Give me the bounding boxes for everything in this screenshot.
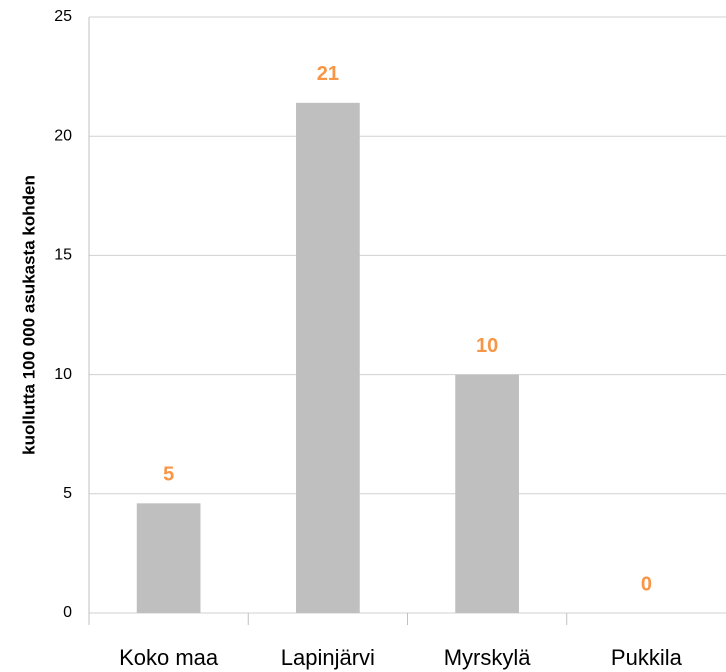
- value-label: 0: [641, 573, 652, 595]
- y-tick-label: 10: [54, 366, 72, 383]
- bar: [296, 102, 360, 613]
- bar: [136, 503, 201, 613]
- x-tick-label: Lapinjärvi: [281, 645, 375, 670]
- x-tick-label: Pukkila: [611, 645, 683, 670]
- y-tick-label: 20: [54, 127, 72, 144]
- x-tick-label: Myrskylä: [444, 645, 532, 670]
- bar: [455, 374, 519, 613]
- x-tick-label: Koko maa: [119, 645, 219, 670]
- y-tick-label: 25: [54, 8, 72, 25]
- y-tick-label: 15: [54, 247, 72, 264]
- value-label: 21: [317, 63, 339, 85]
- value-label: 5: [163, 464, 174, 486]
- y-tick-label: 5: [63, 485, 72, 502]
- value-label: 10: [476, 335, 498, 357]
- y-axis-label: kuollutta 100 000 asukasta kohden: [19, 175, 38, 455]
- y-tick-label: 0: [63, 604, 72, 621]
